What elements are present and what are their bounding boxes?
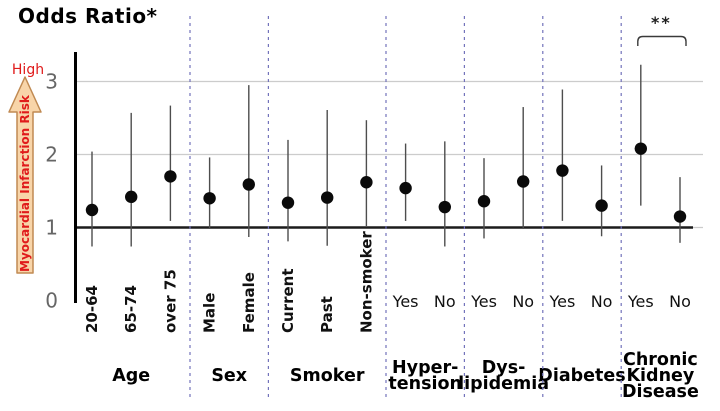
chart-title: Odds Ratio* bbox=[18, 4, 158, 28]
group-label: Hyper- bbox=[392, 358, 458, 378]
x-tick-label: Yes bbox=[470, 292, 497, 311]
data-point-dot bbox=[399, 181, 412, 195]
group-label: lipidemia bbox=[458, 374, 549, 394]
data-point-dot bbox=[281, 196, 295, 209]
x-tick-label: Female bbox=[240, 272, 258, 333]
data-point-dot bbox=[595, 199, 608, 212]
group-label: Kidney bbox=[626, 366, 694, 386]
x-tick-label: Past bbox=[318, 296, 336, 333]
up-arrow-shape bbox=[8, 76, 42, 274]
x-tick-label: Male bbox=[201, 293, 219, 333]
data-point-dot bbox=[242, 178, 255, 191]
group-label: tension bbox=[388, 374, 462, 394]
data-point-dot bbox=[85, 203, 99, 217]
group-label: Disease bbox=[622, 382, 699, 402]
group-label: Dys- bbox=[482, 358, 526, 378]
data-point-dot bbox=[556, 164, 569, 177]
group-label: Sex bbox=[211, 366, 247, 386]
x-tick-label: Yes bbox=[392, 292, 419, 311]
x-tick-label: 20-64 bbox=[83, 285, 101, 333]
data-point-dot bbox=[477, 195, 491, 208]
x-tick-label: Yes bbox=[627, 292, 654, 311]
significance-stars: ** bbox=[651, 13, 672, 32]
x-tick-label: over 75 bbox=[161, 269, 179, 333]
x-tick-label: No bbox=[434, 292, 456, 311]
high-risk-label: High bbox=[11, 62, 45, 78]
data-point-dot bbox=[360, 176, 373, 189]
data-point-dot bbox=[438, 200, 451, 214]
data-point-dot bbox=[634, 142, 647, 155]
y-tick-label: 1 bbox=[45, 216, 58, 240]
group-label: Chronic bbox=[623, 350, 698, 370]
data-point-dot bbox=[517, 175, 530, 188]
x-tick-label: Current bbox=[279, 268, 297, 333]
significance-bracket bbox=[637, 35, 687, 46]
group-label: Age bbox=[112, 366, 150, 386]
data-point-dot bbox=[203, 192, 216, 205]
data-point-dot bbox=[321, 191, 334, 204]
risk-arrow-icon bbox=[8, 76, 42, 274]
y-tick-label: 3 bbox=[45, 70, 58, 94]
data-point-dot bbox=[125, 190, 138, 204]
x-tick-label: No bbox=[512, 292, 534, 311]
y-tick-label: 0 bbox=[45, 289, 58, 313]
group-label: Smoker bbox=[290, 366, 365, 386]
data-point-dot bbox=[164, 170, 177, 183]
y-tick-label: 2 bbox=[45, 143, 58, 167]
x-tick-label: No bbox=[669, 292, 691, 311]
x-tick-label: Yes bbox=[548, 292, 575, 311]
x-tick-label: No bbox=[591, 292, 613, 311]
x-tick-label: 65-74 bbox=[122, 285, 140, 333]
group-label: Diabetes bbox=[538, 366, 625, 386]
x-tick-label: Non-smoker bbox=[357, 231, 375, 333]
data-point-dot bbox=[673, 210, 687, 223]
